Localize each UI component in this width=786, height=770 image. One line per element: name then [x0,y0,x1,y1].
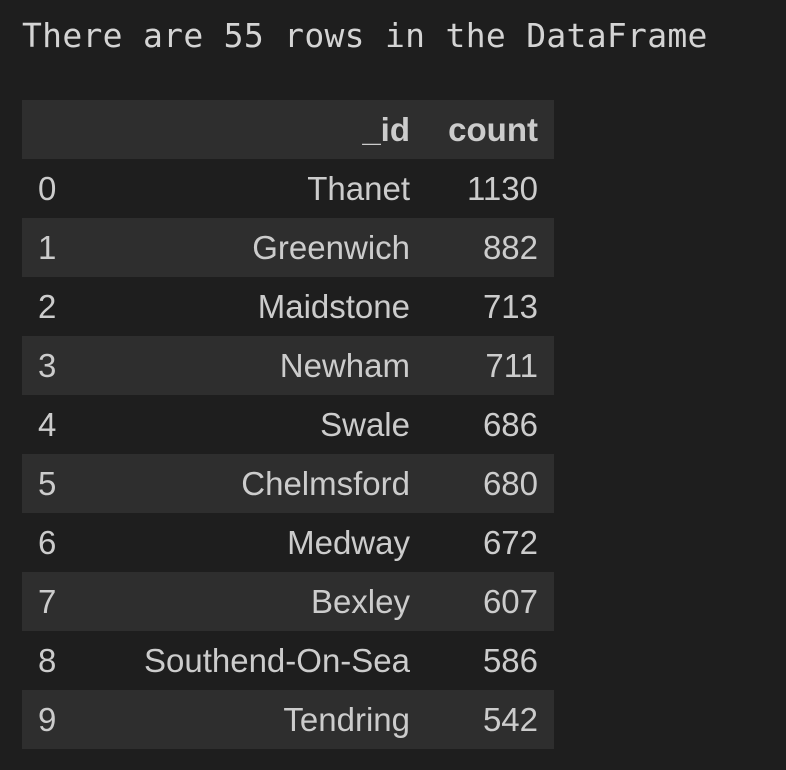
cell-id: Bexley [310,582,410,620]
cell-count: 686 [482,405,538,443]
cell-id: Newham [279,346,410,384]
table-row: 0 Thanet 1130 [22,159,554,218]
table-row: 8 Southend-On-Sea 586 [22,631,554,690]
row-index: 3 [38,346,57,384]
stdout-text: There are 55 rows in the DataFrame [22,16,708,55]
cell-id: Southend-On-Sea [143,641,410,679]
cell-count: 586 [482,641,538,679]
cell-count: 711 [485,346,538,384]
row-index: 2 [38,287,57,325]
table-row: 5 Chelmsford 680 [22,454,554,513]
row-index: 7 [38,582,57,620]
cell-id: Tendring [283,700,410,738]
cell-id: Maidstone [257,287,410,325]
dataframe-table: _id count 0 Thanet 1130 1 Greenwich 882 … [22,100,554,749]
row-index: 8 [38,641,57,679]
cell-count: 607 [482,582,538,620]
table-row: 2 Maidstone 713 [22,277,554,336]
cell-count: 713 [482,287,538,325]
table-row: 1 Greenwich 882 [22,218,554,277]
table-row: 9 Tendring 542 [22,690,554,749]
row-index: 9 [38,700,57,738]
row-index: 4 [38,405,57,443]
cell-count: 672 [482,523,538,561]
table-row: 4 Swale 686 [22,395,554,454]
cell-id: Swale [320,405,410,443]
cell-id: Thanet [307,169,410,207]
cell-count: 542 [482,700,538,738]
index-header [22,100,92,159]
column-header-id: _id [92,100,414,159]
table-row: 3 Newham 711 [22,336,554,395]
row-index: 0 [38,169,57,207]
table-row: 6 Medway 672 [22,513,554,572]
cell-id: Medway [287,523,410,561]
cell-count: 680 [482,464,538,502]
table-header-row: _id count [22,100,554,159]
cell-id: Chelmsford [241,464,410,502]
row-index: 1 [38,228,57,266]
column-header-count: count [414,100,554,159]
row-index: 5 [38,464,57,502]
row-index: 6 [38,523,57,561]
table-row: 7 Bexley 607 [22,572,554,631]
cell-id: Greenwich [252,228,410,266]
cell-count: 1130 [467,169,538,207]
cell-count: 882 [482,228,538,266]
